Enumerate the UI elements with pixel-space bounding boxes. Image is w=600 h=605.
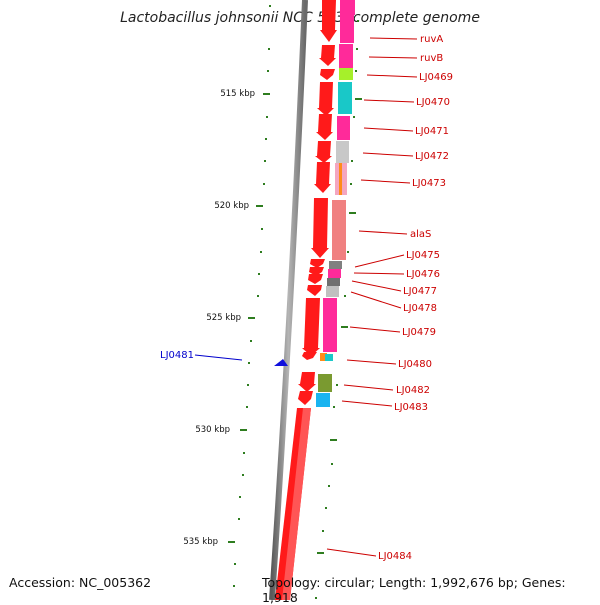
gene-label[interactable]: LJ0483 (394, 402, 428, 413)
genome-info-text: Topology: circular; Length: 1,992,676 bp… (262, 575, 566, 605)
gene-label[interactable]: alaS (410, 229, 431, 240)
scale-label-520: 520 kbp (214, 201, 249, 211)
gene-label[interactable]: LJ0475 (406, 250, 440, 261)
gene-label[interactable]: LJ0473 (412, 178, 446, 189)
leader-lines (326, 37, 418, 557)
gene-label[interactable]: ruvB (420, 53, 443, 64)
gene-label[interactable]: ruvA (420, 34, 443, 45)
gene-label[interactable]: LJ0480 (398, 359, 432, 370)
accession-text: Accession: NC_005362 (9, 575, 152, 590)
gene-label[interactable]: LJ0472 (415, 151, 449, 162)
gene-label[interactable]: LJ0482 (396, 385, 430, 396)
gene-label[interactable]: LJ0471 (415, 126, 449, 137)
leader-line-lj0481 (194, 354, 243, 361)
genome-backbone (269, 0, 308, 600)
scale-label-525: 525 kbp (206, 313, 241, 323)
scale-label-535: 535 kbp (183, 537, 218, 547)
gene-arrow-highlight (282, 408, 311, 600)
gene-label[interactable]: LJ0470 (416, 97, 450, 108)
gene-arrow-lj0481 (274, 359, 288, 366)
major-ticks (228, 93, 362, 554)
cog-boxes (316, 0, 355, 407)
scale-label-515: 515 kbp (220, 89, 255, 99)
scale-label-530: 530 kbp (195, 425, 230, 435)
gene-label[interactable]: LJ0478 (403, 303, 437, 314)
gene-label[interactable]: LJ0469 (419, 72, 453, 83)
gene-label[interactable]: LJ0484 (378, 551, 412, 562)
gene-label[interactable]: LJ0476 (406, 269, 440, 280)
minor-ticks (233, 5, 359, 599)
map-title: Lactobacillus johnsonii NCC 533, complet… (120, 10, 480, 26)
gene-label[interactable]: LJ0477 (403, 286, 437, 297)
gene-label[interactable]: LJ0479 (402, 327, 436, 338)
gene-label[interactable]: LJ0481 (160, 350, 194, 361)
